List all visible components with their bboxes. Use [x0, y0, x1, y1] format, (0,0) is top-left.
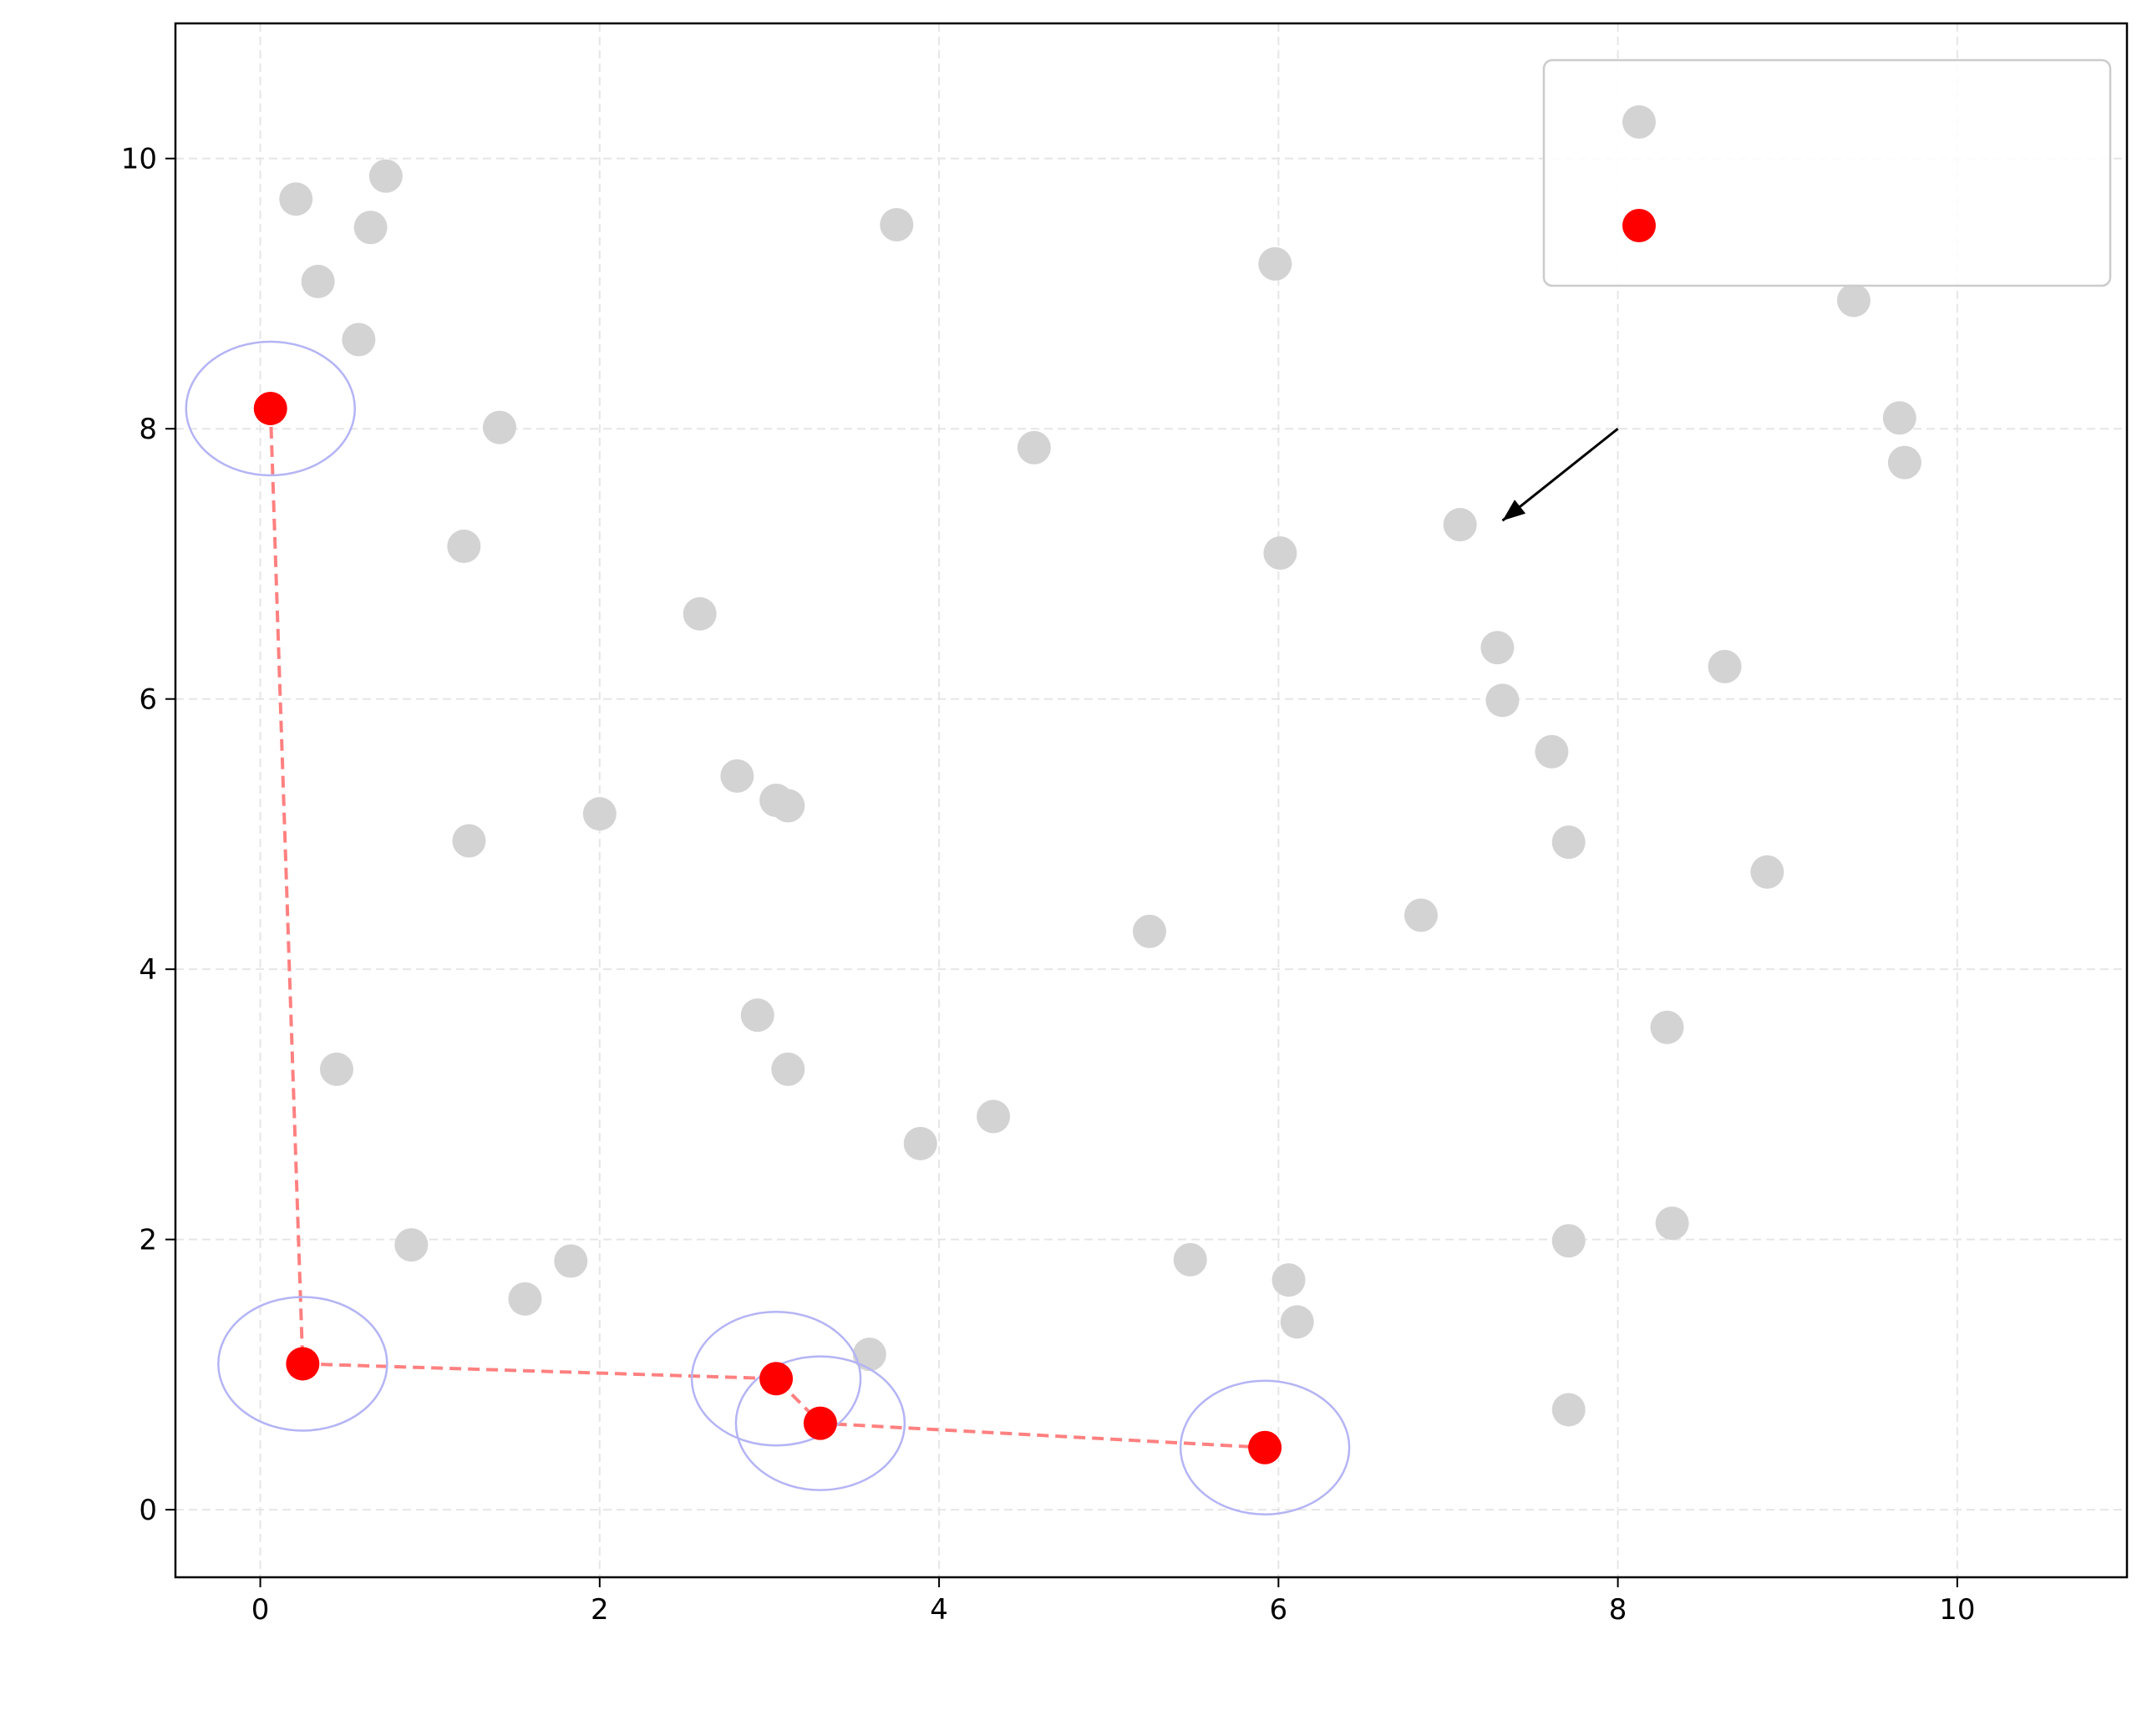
x-tick-label: 2 — [591, 1593, 609, 1627]
highlight-circle — [734, 1355, 906, 1491]
data-point — [1173, 1242, 1207, 1277]
y-tick-label: 0 — [139, 1494, 157, 1527]
data-point — [1836, 283, 1870, 317]
x-tick-label: 6 — [1270, 1593, 1288, 1627]
y-tick-label: 2 — [139, 1224, 157, 1257]
pareto-point — [253, 391, 287, 425]
x-tick-label: 8 — [1609, 1593, 1627, 1627]
pareto-point — [803, 1406, 837, 1440]
data-point — [740, 998, 774, 1033]
annotation — [1501, 428, 1619, 522]
highlight-circle — [185, 340, 357, 477]
data-point — [1271, 1263, 1306, 1297]
data-point — [1535, 734, 1569, 769]
legend — [1542, 58, 2112, 287]
data-point — [1485, 683, 1520, 718]
pareto-dashed-line — [268, 408, 1266, 1449]
pareto-point — [286, 1347, 320, 1381]
data-point — [1480, 631, 1515, 665]
highlight-circle — [1179, 1379, 1351, 1515]
data-point — [554, 1244, 588, 1278]
data-point — [1882, 401, 1916, 435]
axis-ticks: 0 2 4 6 8 10 0 2 4 6 8 10 — [121, 143, 1976, 1627]
data-point — [1132, 914, 1166, 948]
legend-frame — [1542, 58, 2112, 287]
data-point — [1551, 1393, 1586, 1427]
data-point — [482, 410, 516, 444]
data-point — [720, 759, 754, 793]
data-point — [582, 797, 617, 831]
data-point — [1280, 1305, 1314, 1339]
y-tick-label: 10 — [121, 143, 157, 176]
data-point — [771, 789, 805, 823]
y-tick-label: 8 — [139, 413, 157, 446]
plot-frame — [174, 22, 2129, 1579]
y-tick-label: 6 — [139, 683, 157, 717]
all-points-series — [279, 159, 1921, 1427]
data-point — [903, 1126, 937, 1160]
annotation-arrow — [1501, 428, 1619, 522]
data-point — [452, 824, 486, 858]
data-point — [1750, 855, 1784, 889]
data-point — [1258, 246, 1292, 281]
data-point — [1551, 825, 1586, 860]
data-point — [447, 529, 481, 563]
x-tick-label: 10 — [1939, 1593, 1975, 1627]
data-point — [1887, 445, 1921, 480]
data-point — [353, 211, 388, 245]
data-point — [852, 1338, 886, 1372]
data-point — [1403, 898, 1438, 932]
data-point — [1017, 430, 1051, 464]
pareto-points-series — [253, 391, 1282, 1464]
data-point — [683, 596, 717, 631]
highlight-circle — [217, 1296, 388, 1432]
data-point — [1443, 508, 1477, 542]
pareto-highlight-circles — [185, 340, 1351, 1515]
data-point — [394, 1228, 429, 1262]
pareto-point — [1248, 1430, 1282, 1464]
data-point — [319, 1052, 353, 1086]
x-tick-label: 0 — [251, 1593, 270, 1627]
pareto-point — [759, 1362, 794, 1396]
data-point — [1551, 1224, 1586, 1258]
highlight-circle — [690, 1310, 862, 1447]
data-point — [1708, 649, 1742, 683]
data-point — [977, 1099, 1011, 1134]
pareto-connector — [268, 408, 1266, 1449]
legend-marker-pareto — [1622, 209, 1656, 242]
data-point — [368, 159, 403, 193]
data-point — [880, 207, 914, 241]
data-point — [1650, 1010, 1684, 1044]
data-point — [508, 1282, 542, 1316]
legend-marker-all — [1622, 105, 1656, 139]
data-point — [1655, 1206, 1689, 1241]
data-point — [342, 322, 376, 357]
y-tick-label: 4 — [139, 953, 157, 987]
data-point — [279, 182, 313, 216]
x-tick-label: 4 — [930, 1593, 948, 1627]
data-point — [771, 1052, 805, 1086]
data-point — [301, 264, 335, 298]
data-point — [1263, 536, 1297, 571]
